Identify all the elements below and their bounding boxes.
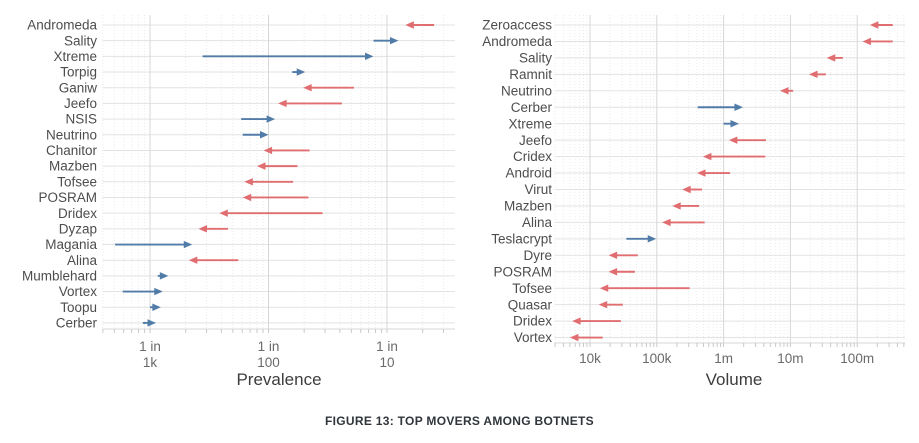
row-label: Zeroaccess: [482, 18, 552, 33]
trend-arrowhead: [598, 300, 608, 309]
trend-arrowhead: [647, 235, 657, 243]
trend-arrowhead: [263, 146, 273, 155]
row-label: Xtreme: [508, 116, 552, 131]
trend-arrowhead: [198, 225, 207, 233]
row-label: Andromeda: [482, 34, 552, 49]
row-label: Android: [505, 166, 552, 181]
trend-arrowhead: [242, 193, 252, 202]
trend-arrowhead: [572, 317, 581, 325]
trend-arrowhead: [702, 152, 712, 161]
trend-arrowhead: [364, 52, 374, 61]
row-label: Neutrino: [501, 83, 552, 98]
trend-arrowhead: [260, 131, 269, 139]
x-tick-label: 1m: [714, 351, 733, 366]
x-tick-label: 100: [257, 355, 280, 370]
row-label: Andromeda: [27, 18, 97, 33]
trend-arrowhead: [662, 218, 671, 227]
trend-arrowhead: [278, 99, 287, 108]
trend-arrowhead: [682, 185, 691, 194]
row-label: Virut: [524, 182, 552, 197]
row-label: Neutrino: [46, 127, 97, 142]
row-label: Jeefo: [519, 133, 552, 148]
row-label: Toopu: [60, 300, 97, 315]
trend-arrowhead: [730, 120, 739, 128]
trend-arrowhead: [734, 103, 743, 111]
row-label: Vortex: [59, 284, 98, 299]
row-label: Torpig: [60, 65, 97, 80]
row-label: Cridex: [513, 149, 552, 164]
row-label: NSIS: [65, 112, 97, 127]
x-tick-label: 100m: [840, 351, 874, 366]
x-tick-label: 1k: [143, 355, 158, 370]
trend-arrowhead: [599, 284, 609, 292]
row-label: Magania: [45, 237, 97, 252]
x-tick-label: 10m: [777, 351, 803, 366]
trend-arrowhead: [389, 36, 399, 45]
trend-arrowhead: [826, 54, 836, 62]
trend-arrowhead: [728, 136, 738, 144]
trend-arrowhead: [266, 115, 276, 123]
row-label: Vortex: [514, 330, 553, 345]
top-movers-charts: AndromedaSalityXtremeTorpigGaniwJeefoNSI…: [22, 15, 905, 370]
trend-arrowhead: [244, 178, 253, 186]
trend-arrowhead: [780, 87, 789, 95]
row-label: Quasar: [508, 297, 553, 312]
trend-arrowhead: [219, 209, 228, 217]
trend-arrowhead: [869, 21, 879, 29]
trend-arrowhead: [608, 251, 618, 259]
volume-axis-title: Volume: [705, 370, 763, 389]
trend-arrowhead: [809, 70, 818, 79]
row-label: Tofsee: [512, 281, 552, 296]
x-tick-label: 1 in: [139, 339, 161, 354]
trend-arrowhead: [152, 303, 161, 311]
prevalence-axis-title: Prevalence: [236, 370, 322, 389]
row-label: Xtreme: [53, 49, 97, 64]
row-label: POSRAM: [38, 190, 97, 205]
row-label: Dyre: [523, 248, 552, 263]
trend-arrowhead: [188, 256, 198, 264]
trend-arrowhead: [296, 68, 306, 76]
row-label: Dridex: [58, 206, 97, 221]
trend-arrowhead: [159, 272, 169, 280]
trend-arrowhead: [672, 202, 681, 210]
row-label: Ganiw: [59, 80, 98, 95]
trend-arrowhead: [303, 84, 312, 92]
row-label: POSRAM: [493, 264, 552, 279]
row-label: Dridex: [513, 314, 552, 329]
figure-caption: FIGURE 13: TOP MOVERS AMONG BOTNETS: [325, 414, 594, 428]
row-label: Jeefo: [64, 96, 97, 111]
row-label: Cerber: [56, 316, 98, 331]
x-tick-label: 1 in: [376, 339, 398, 354]
row-label: Alina: [522, 215, 553, 230]
row-label: Mumblehard: [22, 268, 97, 283]
trend-arrowhead: [147, 319, 156, 327]
row-label: Alina: [67, 253, 98, 268]
x-tick-label: 100k: [642, 351, 672, 366]
row-label: Mazben: [504, 199, 552, 214]
row-label: Tofsee: [57, 174, 97, 189]
x-tick-label: 10: [379, 355, 394, 370]
trend-arrowhead: [154, 287, 163, 296]
row-label: Cerber: [511, 100, 553, 115]
row-label: Mazben: [49, 159, 97, 174]
row-label: Dyzap: [59, 221, 97, 236]
row-label: Sality: [64, 33, 97, 48]
prevalence-chart-panel: AndromedaSalityXtremeTorpigGaniwJeefoNSI…: [22, 15, 455, 370]
row-label: Ramnit: [509, 67, 552, 82]
x-tick-label: 1 in: [258, 339, 280, 354]
trend-arrowhead: [183, 240, 193, 249]
trend-arrowhead: [569, 333, 579, 342]
trend-arrowhead: [257, 162, 266, 170]
trend-arrowhead: [608, 268, 618, 276]
x-tick-label: 10k: [579, 351, 601, 366]
row-label: Teslacrypt: [491, 231, 552, 246]
row-label: Sality: [519, 51, 552, 66]
trend-arrowhead: [405, 21, 414, 29]
row-label: Chanitor: [46, 143, 98, 158]
trend-arrowhead: [862, 37, 871, 46]
trend-arrowhead: [697, 169, 706, 177]
